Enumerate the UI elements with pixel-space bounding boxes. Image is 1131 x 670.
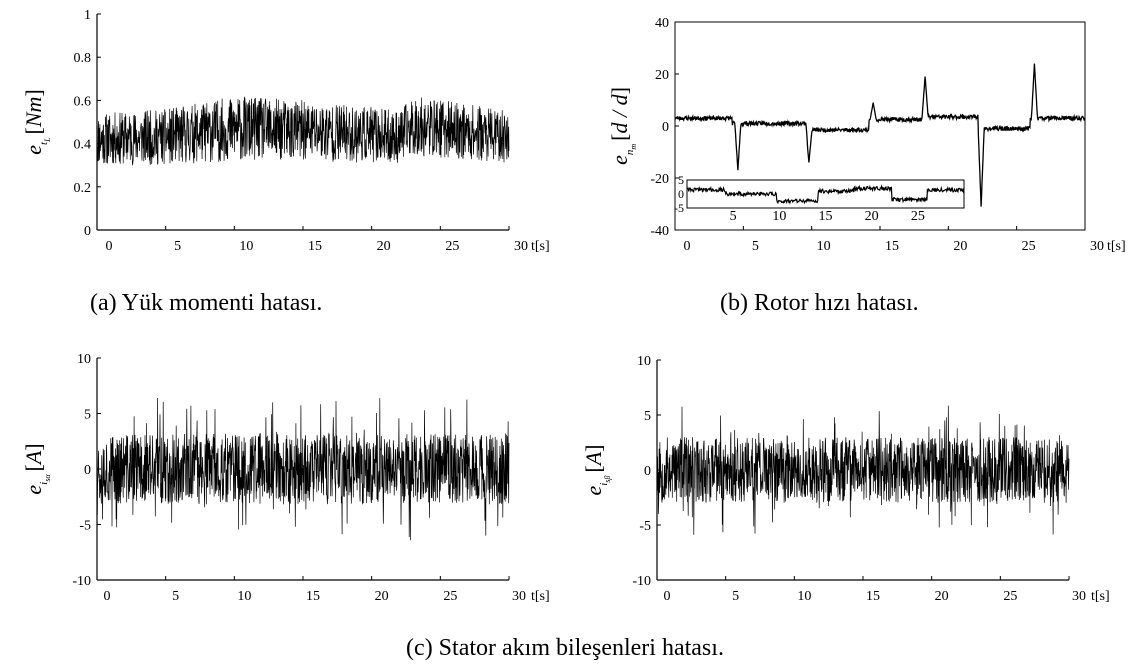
x-tick-label: 20: [377, 239, 391, 254]
series-line: [674, 63, 1086, 207]
x-tick-label: 0: [104, 589, 111, 604]
inset-y-tick-label: 0: [678, 187, 684, 201]
x-tick-label: 5: [732, 589, 739, 604]
inset-x-tick-label: 15: [819, 209, 833, 224]
y-tick-label: -10: [72, 574, 91, 589]
y-tick-label: 0.2: [74, 181, 92, 196]
y-tick-label: -40: [650, 224, 669, 239]
x-tick-label: 25: [1003, 589, 1017, 604]
y-tick-label: 0.4: [74, 138, 92, 153]
inset-series-line: [686, 184, 965, 205]
y-tick-label: 20: [655, 68, 669, 83]
caption-a: (a) Yük momenti hatası.: [90, 290, 322, 316]
series-line: [656, 405, 1070, 535]
y-tick-label: -20: [650, 172, 669, 187]
y-tick-label: 5: [84, 408, 91, 423]
caption-c: (c) Stator akım bileşenleri hatası.: [406, 635, 724, 661]
x-tick-label: 25: [1022, 239, 1036, 254]
x-tick-label: 15: [308, 239, 322, 254]
y-tick-label: 10: [637, 354, 651, 369]
x-tick-label: 15: [306, 589, 320, 604]
x-tick-label: 5: [172, 589, 179, 604]
y-axis-label: eisα[A]: [21, 443, 52, 494]
x-unit-label: t[s]: [1107, 239, 1126, 254]
chart-panel-c1: 0 5 10 15 20 25 30 t[s] -10 -5 0 5 10 eisα[A]: [21, 352, 550, 604]
y-tick-label: -5: [639, 519, 651, 534]
inset-y-tick-label: 5: [678, 173, 684, 187]
y-tick-label: 1: [84, 8, 91, 23]
x-tick-label: 15: [885, 239, 899, 254]
series-line: [96, 397, 510, 541]
y-tick-label: 0.6: [74, 94, 92, 109]
y-axis-label: enm[d / d]: [607, 87, 638, 165]
x-tick-label: 0: [106, 239, 113, 254]
x-tick-label: 25: [443, 589, 457, 604]
y-axis-label: eisβ[A]: [581, 444, 612, 495]
inset-x-tick-label: 10: [772, 209, 786, 224]
x-tick-label: 10: [797, 589, 811, 604]
chart-panel-c2: 0 5 10 15 20 25 30 t[s] -10 -5 0 5 10 eisβ[A]: [581, 354, 1110, 604]
x-tick-label: 25: [445, 239, 459, 254]
x-tick-label: 10: [239, 239, 253, 254]
y-tick-label: 0: [662, 120, 669, 135]
y-tick-label: 0: [84, 463, 91, 478]
series-line: [96, 96, 510, 166]
caption-b: (b) Rotor hızı hatası.: [720, 290, 919, 316]
x-unit-label: t[s]: [531, 589, 550, 604]
y-tick-label: -10: [632, 574, 651, 589]
chart-panel-a: 0 5 10 15 20 25 30 t[s] 0 0.2 0.4 0.6 0.8 1 etL[Nm]: [21, 8, 550, 254]
x-tick-label: 10: [237, 589, 251, 604]
x-tick-label: 5: [174, 239, 181, 254]
y-tick-label: 5: [644, 409, 651, 424]
x-tick-label: 20: [375, 589, 389, 604]
x-tick-label: 30: [1090, 239, 1104, 254]
inset-x-tick-label: 20: [865, 209, 879, 224]
x-unit-label: t[s]: [531, 239, 550, 254]
y-tick-label: 10: [77, 352, 91, 367]
x-tick-label: 15: [866, 589, 880, 604]
x-tick-label: 30: [514, 239, 528, 254]
y-axis-label: etL[Nm]: [21, 89, 52, 155]
y-tick-label: 40: [655, 16, 669, 31]
inset-y-tick-label: -5: [674, 201, 684, 215]
x-tick-label: 10: [817, 239, 831, 254]
inset-x-tick-label: 5: [730, 209, 737, 224]
y-tick-label: 0: [644, 464, 651, 479]
y-tick-label: 0.8: [74, 51, 92, 66]
y-tick-label: -5: [79, 519, 91, 534]
x-tick-label: 30: [512, 589, 526, 604]
x-unit-label: t[s]: [1091, 589, 1110, 604]
x-tick-label: 20: [953, 239, 967, 254]
y-tick-label: 0: [84, 224, 91, 239]
inset-plot: 5 10 15 20 25-505: [674, 173, 965, 224]
x-tick-label: 5: [752, 239, 759, 254]
x-tick-label: 0: [684, 239, 691, 254]
inset-x-tick-label: 25: [911, 209, 925, 224]
x-tick-label: 30: [1072, 589, 1086, 604]
x-tick-label: 0: [664, 589, 671, 604]
x-tick-label: 20: [935, 589, 949, 604]
